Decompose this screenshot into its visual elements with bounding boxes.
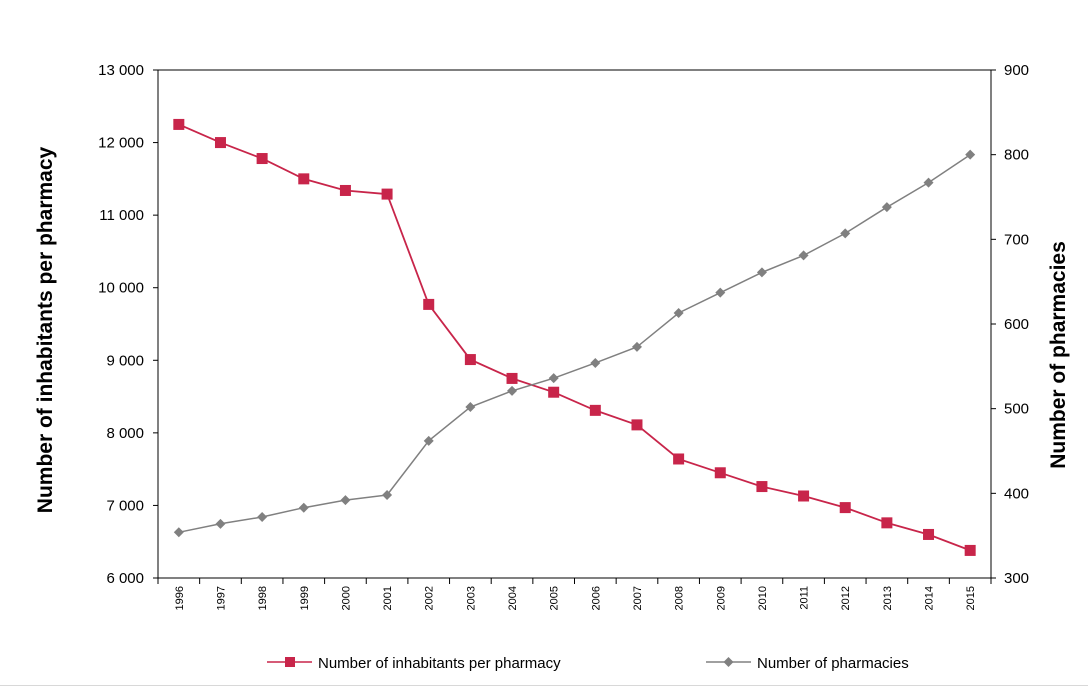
legend: Number of inhabitants per pharmacy Numbe… xyxy=(267,655,909,672)
data-point-pharmacies xyxy=(590,357,601,368)
data-point-inhabitants xyxy=(423,298,435,310)
left-tick-label: 6 000 xyxy=(106,570,144,587)
data-point-inhabitants xyxy=(798,490,810,502)
data-point-pharmacies xyxy=(382,490,393,501)
data-point-pharmacies xyxy=(215,518,226,529)
left-tick-label: 12 000 xyxy=(98,135,144,152)
x-tick-label: 2005 xyxy=(549,586,561,610)
data-point-pharmacies xyxy=(298,502,309,513)
data-point-inhabitants xyxy=(173,118,185,130)
data-point-inhabitants xyxy=(839,502,851,514)
data-point-inhabitants xyxy=(548,386,560,398)
x-tick-label: 2011 xyxy=(799,586,811,610)
data-point-pharmacies xyxy=(631,341,642,352)
data-point-pharmacies xyxy=(756,267,767,278)
left-axis-title: Number of inhabitants per pharmacy xyxy=(34,146,57,513)
series-line-inhabitants xyxy=(178,123,971,552)
x-tick-label: 1999 xyxy=(299,586,311,610)
data-point-inhabitants xyxy=(298,173,310,185)
left-tick-label: 13 000 xyxy=(98,62,144,79)
data-point-pharmacies xyxy=(715,287,726,298)
legend-label-inhabitants: Number of inhabitants per pharmacy xyxy=(318,655,561,672)
x-tick-label: 1997 xyxy=(215,586,227,610)
left-tick-label: 11 000 xyxy=(99,207,144,224)
x-tick-label: 2000 xyxy=(340,586,352,610)
data-point-pharmacies xyxy=(423,435,434,446)
left-tick-label: 7 000 xyxy=(106,497,144,514)
right-axis-title: Number of pharmacies xyxy=(1047,241,1070,469)
data-point-pharmacies xyxy=(257,512,268,523)
data-point-pharmacies xyxy=(881,202,892,213)
x-tick-label: 2004 xyxy=(507,586,519,610)
right-tick-label: 300 xyxy=(1004,570,1029,587)
data-point-inhabitants xyxy=(631,419,643,431)
x-tick-label: 2013 xyxy=(882,586,894,610)
data-point-pharmacies xyxy=(507,385,518,396)
data-point-pharmacies xyxy=(965,149,976,160)
x-tick-label: 2006 xyxy=(590,586,602,610)
legend-item-inhabitants: Number of inhabitants per pharmacy xyxy=(267,655,561,672)
right-axis: 300 400 500 600 700 800 900 xyxy=(991,62,1029,587)
data-point-inhabitants xyxy=(756,481,768,493)
data-point-inhabitants xyxy=(964,544,976,556)
data-point-inhabitants xyxy=(464,354,476,366)
legend-marker-inhabitants xyxy=(285,657,295,667)
data-point-inhabitants xyxy=(256,153,268,165)
legend-label-pharmacies: Number of pharmacies xyxy=(757,655,909,672)
data-point-inhabitants xyxy=(673,453,685,465)
data-point-pharmacies xyxy=(673,307,684,318)
data-point-pharmacies xyxy=(548,373,559,384)
legend-marker-pharmacies xyxy=(723,657,734,667)
series-pharmacies xyxy=(173,149,976,538)
x-tick-label: 2008 xyxy=(674,586,686,610)
data-point-pharmacies xyxy=(340,495,351,506)
series-inhabitants xyxy=(173,118,976,556)
data-point-inhabitants xyxy=(589,404,601,416)
right-tick-label: 600 xyxy=(1004,316,1029,333)
left-tick-label: 10 000 xyxy=(98,280,144,297)
data-point-inhabitants xyxy=(714,467,726,479)
x-tick-label: 2003 xyxy=(465,586,477,610)
data-point-pharmacies xyxy=(173,527,184,538)
data-point-pharmacies xyxy=(840,228,851,239)
x-tick-label: 1998 xyxy=(257,586,269,610)
x-tick-label: 2002 xyxy=(424,586,436,610)
plot-area-frame xyxy=(157,69,992,579)
right-tick-label: 800 xyxy=(1004,147,1029,164)
series-layer xyxy=(173,118,976,556)
x-tick-label: 2010 xyxy=(757,586,769,610)
data-point-inhabitants xyxy=(381,188,393,200)
data-point-inhabitants xyxy=(214,137,226,149)
data-point-inhabitants xyxy=(881,517,893,529)
left-tick-label: 8 000 xyxy=(106,425,144,442)
x-tick-label: 2001 xyxy=(382,586,394,610)
data-point-inhabitants xyxy=(506,372,518,384)
left-axis: 6 000 7 000 8 000 9 000 10 000 11 000 12 000 13… xyxy=(98,62,158,587)
legend-item-pharmacies: Number of pharmacies xyxy=(706,655,909,672)
left-tick-label: 9 000 xyxy=(106,352,144,369)
data-point-pharmacies xyxy=(923,177,934,188)
data-point-inhabitants xyxy=(339,184,351,196)
x-axis: 1996 1997 1998 1999 2000 2001 2002 2003 2004 2005… xyxy=(157,578,992,610)
data-point-inhabitants xyxy=(923,528,935,540)
right-tick-label: 900 xyxy=(1004,62,1029,79)
x-tick-label: 2007 xyxy=(632,586,644,610)
x-tick-label: 2009 xyxy=(715,586,727,610)
right-tick-label: 500 xyxy=(1004,401,1029,418)
right-tick-label: 700 xyxy=(1004,231,1029,248)
series-line-pharmacies xyxy=(178,154,971,534)
x-tick-label: 1996 xyxy=(174,586,186,610)
x-tick-label: 2015 xyxy=(965,586,977,610)
data-point-pharmacies xyxy=(465,401,476,412)
x-tick-label: 2012 xyxy=(840,586,852,610)
x-tick-label: 2014 xyxy=(924,586,936,610)
data-point-pharmacies xyxy=(798,250,809,261)
right-tick-label: 400 xyxy=(1004,485,1029,502)
